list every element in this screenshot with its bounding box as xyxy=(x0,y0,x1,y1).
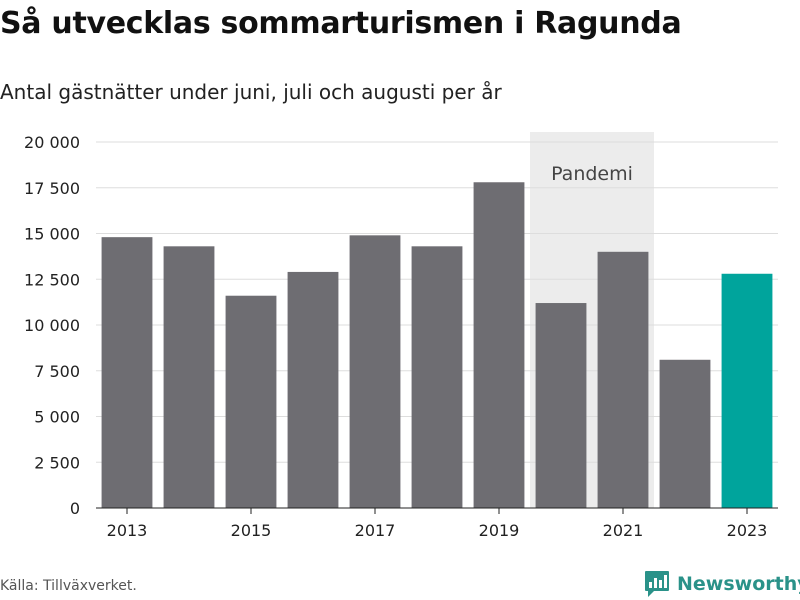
x-tick-label: 2019 xyxy=(479,521,520,540)
y-tick-label: 17 500 xyxy=(24,179,80,198)
y-tick-label: 10 000 xyxy=(24,316,80,335)
bar-2019 xyxy=(473,182,525,508)
bar-chart: Pandemi 0 2 500 5 000 7 500 10 000 12 500 15 00… xyxy=(24,132,778,540)
brand-name: Newsworthy xyxy=(677,573,800,595)
bar-2020 xyxy=(535,303,587,508)
brand-logo: Newsworthy xyxy=(644,569,800,599)
y-tick-label: 0 xyxy=(70,499,80,518)
y-tick-label: 12 500 xyxy=(24,270,80,289)
x-tick-label: 2015 xyxy=(231,521,272,540)
bar-2021 xyxy=(597,251,649,509)
x-tick-label: 2023 xyxy=(727,521,768,540)
bar-2015 xyxy=(225,295,277,508)
y-tick-label: 5 000 xyxy=(34,408,80,427)
y-tick-label: 7 500 xyxy=(34,362,80,381)
pandemic-label: Pandemi xyxy=(551,163,633,185)
bar-2013 xyxy=(101,237,153,508)
x-tick-label: 2017 xyxy=(355,521,396,540)
bar-2023 xyxy=(721,273,773,508)
x-tick-label: 2021 xyxy=(603,521,644,540)
bar-2016 xyxy=(287,271,339,508)
bar-2014 xyxy=(163,246,215,508)
bar-2022 xyxy=(659,359,711,508)
x-tick-label: 2013 xyxy=(107,521,148,540)
bar-2017 xyxy=(349,235,401,508)
y-tick-label: 15 000 xyxy=(24,225,80,244)
bar-2018 xyxy=(411,246,463,508)
y-tick-label: 2 500 xyxy=(34,453,80,472)
bar-chart-logo-icon xyxy=(645,571,669,597)
chart-subtitle: Antal gästnätter under juni, juli och au… xyxy=(0,80,502,104)
chart-title: Så utvecklas sommarturismen i Ragunda xyxy=(0,6,682,41)
y-tick-label: 20 000 xyxy=(24,133,80,152)
source-note: Källa: Tillväxverket. xyxy=(0,578,137,594)
